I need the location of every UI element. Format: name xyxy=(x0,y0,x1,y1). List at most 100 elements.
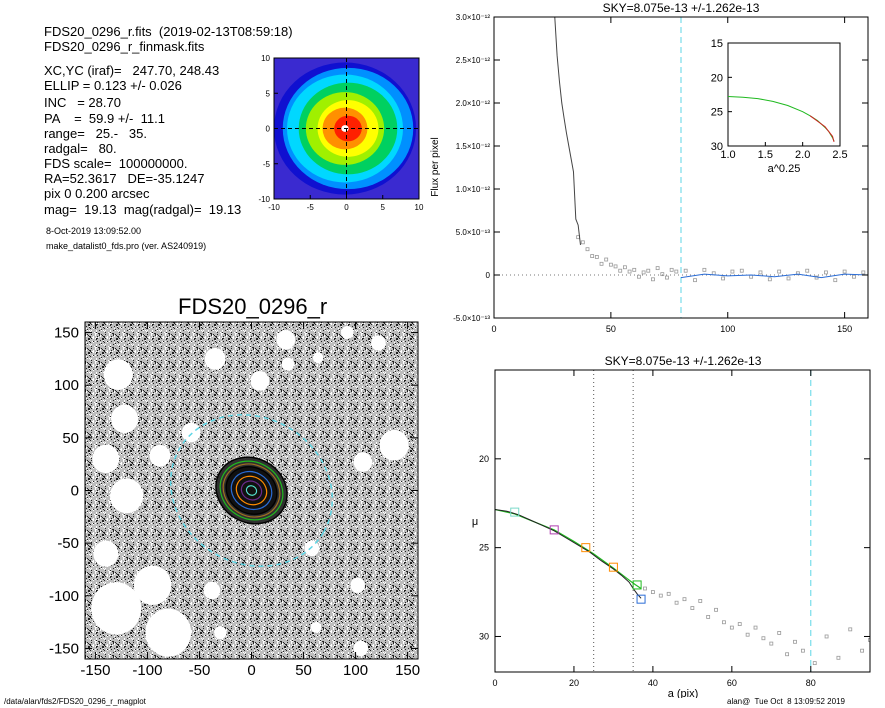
mu-point xyxy=(860,648,865,653)
flux-point xyxy=(861,270,866,275)
flux-profile-line xyxy=(554,17,581,245)
mu-point xyxy=(848,627,853,632)
flux-point xyxy=(674,269,679,274)
isophote-marker xyxy=(608,562,618,572)
isophote-ellipse xyxy=(222,463,281,518)
param-ellip: ELLIP = 0.123 +/- 0.026 xyxy=(44,78,182,93)
inset-ytick-label: 15 xyxy=(711,38,723,50)
flux-ylabel: Flux per pixel xyxy=(430,137,441,196)
mask-region xyxy=(203,581,221,600)
mask-region xyxy=(304,540,320,557)
mask-region xyxy=(379,429,409,461)
mask-region xyxy=(250,371,270,391)
flux-point xyxy=(618,268,623,273)
contour-ytick-label: -5 xyxy=(263,160,271,169)
inset-xtick-label: 2.5 xyxy=(832,149,847,161)
mu-point xyxy=(824,634,829,639)
flux-point xyxy=(824,270,828,275)
flux-point xyxy=(613,264,618,269)
flux-point xyxy=(683,268,688,273)
flux-point xyxy=(739,268,744,273)
inset-data-line xyxy=(809,115,835,143)
isophote-ellipse xyxy=(240,480,263,501)
isophote-ellipse xyxy=(230,470,273,511)
isophote-marker xyxy=(632,580,642,590)
image-ytick-label: -50 xyxy=(57,535,79,552)
inset-frame xyxy=(727,42,841,147)
mask-region xyxy=(103,359,133,390)
flux-point xyxy=(842,269,847,274)
flux-xtick-label: 100 xyxy=(720,324,735,334)
inset-xlabel: a^0.25 xyxy=(768,163,801,175)
mask-region xyxy=(214,626,227,640)
flux-ytick-label: 1.0×10⁻¹² xyxy=(456,185,491,194)
contour-thumbnail: -10 -5 0 5 10 -10 -5 0 5 10 xyxy=(258,54,424,212)
flux-chart: SKY=8.075e-13 +/-1.262e-13 0 50 100 1503.0×… xyxy=(430,1,869,334)
mask-region xyxy=(109,478,144,514)
mu-ytick-label: 25 xyxy=(479,543,489,553)
mu-point xyxy=(812,661,817,666)
flux-point xyxy=(730,269,735,274)
mu-point xyxy=(643,586,647,591)
mu-point xyxy=(785,652,790,657)
mu-ytick-label: 30 xyxy=(479,631,489,641)
flux-point xyxy=(599,261,604,266)
flux-point xyxy=(786,276,791,281)
param-radec: RA=52.3617 DE=-35.1247 xyxy=(44,171,205,186)
contour-ytick-label: 10 xyxy=(261,54,270,63)
sky-fit-line xyxy=(680,273,868,279)
param-inc: INC = 28.70 xyxy=(44,95,121,110)
mu-point xyxy=(714,607,718,612)
flux-point xyxy=(767,277,772,282)
mu-point xyxy=(737,622,742,626)
param-pa: PA = 59.9 +/- 11.1 xyxy=(44,111,165,126)
inset-ytick-label: 25 xyxy=(711,107,723,119)
image-ytick-label: 50 xyxy=(62,430,79,447)
flux-point xyxy=(580,240,585,245)
mask-region xyxy=(350,577,365,593)
footer-user: alan@ Tue Oct 8 13:09:52 2019 xyxy=(727,697,845,706)
flux-point xyxy=(655,266,660,271)
mu-xtick-label: 40 xyxy=(648,678,658,688)
contour-xtick-label: -10 xyxy=(268,203,280,212)
contour-xtick-label: 5 xyxy=(381,203,386,212)
image-xtick-label: -150 xyxy=(80,662,110,678)
flux-point xyxy=(660,272,665,277)
flux-point xyxy=(758,270,763,275)
sky-ellipse xyxy=(169,414,334,567)
mu-point xyxy=(769,641,774,646)
mu-frame xyxy=(494,369,871,673)
image-ytick-label: 100 xyxy=(54,377,79,394)
mask-region xyxy=(310,621,322,633)
contour-xtick-label: 0 xyxy=(344,203,349,212)
mu-point xyxy=(674,600,679,605)
mask-region xyxy=(181,422,201,443)
masked-image: -150 -100 -50 0 50 100 150 -150 -100 -50 0 50 100 150 xyxy=(49,321,420,678)
flux-point xyxy=(608,262,613,267)
flux-point xyxy=(585,247,590,252)
flux-point xyxy=(693,278,697,283)
flux-chart-title: SKY=8.075e-13 +/-1.262e-13 xyxy=(603,1,760,15)
mask-region xyxy=(353,452,373,472)
mask-region xyxy=(312,352,324,364)
footer-path: /data/alan/fds2/FDS20_0296_r_magplot xyxy=(4,697,146,706)
param-mag: mag= 19.13 mag(radgal)= 19.13 xyxy=(44,202,242,217)
isophote-ellipse xyxy=(219,460,284,521)
mu-point xyxy=(650,590,655,594)
param-range: range= 25.- 35. xyxy=(44,126,147,141)
flux-point xyxy=(637,274,641,279)
image-xtick-label: 50 xyxy=(295,662,312,678)
image-xtick-label: -100 xyxy=(132,662,162,678)
isophote-ellipse xyxy=(215,456,288,525)
inset-xtick-label: 1.0 xyxy=(720,149,735,161)
mu-xtick-label: 0 xyxy=(492,678,497,688)
flux-point xyxy=(777,269,782,274)
mask-region xyxy=(353,640,369,657)
inset-xtick-label: 1.5 xyxy=(758,149,773,161)
inset-ytick-label: 30 xyxy=(711,141,723,153)
mu-point xyxy=(729,625,734,630)
mu-point xyxy=(868,638,870,642)
image-title: FDS20_0296_r xyxy=(178,294,328,319)
param-xcyc: XC,YC (iraf)= 247.70, 248.43 xyxy=(44,63,220,78)
contour-ytick-label: 5 xyxy=(266,89,271,98)
